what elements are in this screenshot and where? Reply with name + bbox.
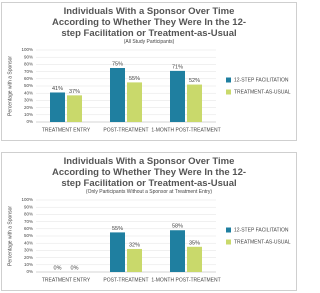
chart-panel: Individuals With a Sponsor Over Time Acc… [1, 2, 297, 141]
value-label: 55% [129, 76, 140, 82]
chart-subtitle: (All Study Participants) [123, 39, 175, 45]
y-tick-label: 30% [24, 248, 33, 253]
x-tick-label: POST-TREATMENT [103, 127, 148, 133]
y-tick-label: 0% [26, 269, 33, 274]
y-tick-label: 100% [21, 47, 33, 52]
y-tick-label: 100% [21, 197, 33, 202]
y-tick-label: 90% [24, 204, 33, 209]
bar [187, 246, 202, 272]
chart-title: Individuals With a Sponsor Over Time Acc… [51, 156, 247, 189]
bar [67, 95, 82, 122]
y-tick-label: 10% [24, 112, 33, 117]
bar [187, 84, 202, 122]
x-tick-label: 1-MONTH POST-TREATMENT [151, 277, 220, 283]
chart: Percentage with a Sponsor 0% 10% 20% 30% 40% 5… [7, 47, 291, 133]
legend-label: 12-STEP FACILITATION [234, 227, 289, 233]
legend-swatch [226, 77, 231, 83]
value-label: 75% [112, 61, 123, 67]
y-tick-label: 90% [24, 54, 33, 59]
y-tick-label: 30% [24, 98, 33, 103]
x-tick-label: POST-TREATMENT [103, 277, 148, 283]
y-tick-label: 80% [24, 62, 33, 67]
value-label: 0% [71, 265, 79, 271]
page: Individuals With a Sponsor Over Time Acc… [1, 2, 297, 291]
legend-swatch [226, 227, 231, 233]
y-tick-label: 50% [24, 233, 33, 238]
x-tick-label: TREATMENT ENTRY [42, 127, 91, 133]
chart-subtitle: (Only Participants Without a Sponsor at … [85, 189, 213, 195]
value-label: 0% [54, 265, 62, 271]
y-tick-label: 80% [24, 212, 33, 217]
chart-panel: Individuals With a Sponsor Over Time Acc… [1, 152, 297, 291]
y-tick-label: 20% [24, 105, 33, 110]
value-label: 32% [129, 242, 140, 248]
y-tick-label: 40% [24, 90, 33, 95]
chart: Percentage with a Sponsor 0% 10% 20% 30% 40% 5… [7, 197, 291, 283]
value-label: 52% [189, 78, 200, 84]
value-label: 41% [52, 86, 63, 92]
bar [110, 68, 125, 122]
legend-label: TREATMENT-AS-USUAL [234, 89, 291, 95]
y-tick-label: 70% [24, 69, 33, 74]
legend-swatch [226, 89, 231, 95]
y-axis-label: Percentage with a Sponsor [7, 56, 13, 116]
value-label: 55% [112, 226, 123, 232]
bar [127, 248, 142, 272]
legend-label: TREATMENT-AS-USUAL [234, 239, 291, 245]
y-tick-label: 20% [24, 255, 33, 260]
bar [127, 82, 142, 122]
y-tick-label: 70% [24, 219, 33, 224]
chart-title: Individuals With a Sponsor Over Time Acc… [51, 6, 247, 39]
legend-swatch [226, 239, 231, 245]
value-label: 71% [172, 64, 183, 70]
y-tick-label: 40% [24, 240, 33, 245]
x-tick-label: TREATMENT ENTRY [42, 277, 91, 283]
y-tick-label: 60% [24, 226, 33, 231]
bar [170, 70, 185, 122]
y-tick-label: 10% [24, 262, 33, 267]
y-tick-label: 60% [24, 76, 33, 81]
value-label: 58% [172, 224, 183, 230]
y-axis-label: Percentage with a Sponsor [7, 206, 13, 266]
x-tick-label: 1-MONTH POST-TREATMENT [151, 127, 220, 133]
bar [50, 92, 65, 122]
legend-label: 12-STEP FACILITATION [234, 77, 289, 83]
value-label: 37% [69, 89, 80, 95]
bar [110, 232, 125, 272]
y-tick-label: 50% [24, 83, 33, 88]
value-label: 35% [189, 240, 200, 246]
bar [170, 230, 185, 272]
y-tick-label: 0% [26, 119, 33, 124]
